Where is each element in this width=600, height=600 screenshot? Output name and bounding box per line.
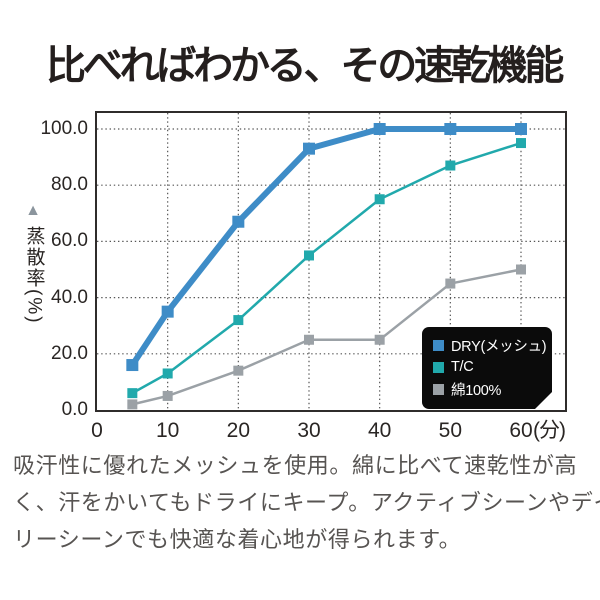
data-point-marker [516, 264, 526, 275]
data-point-marker [516, 138, 526, 149]
line-chart [97, 113, 565, 410]
data-point-marker [232, 215, 245, 228]
data-point-marker [374, 194, 385, 205]
x-tick-label: 20 [226, 419, 251, 442]
data-point-marker [127, 388, 138, 399]
x-tick-label: 60 [509, 419, 533, 442]
data-point-marker [445, 160, 456, 171]
data-point-marker [374, 334, 385, 345]
y-tick-label: 0.0 [61, 399, 88, 421]
data-point-marker [126, 359, 139, 372]
data-point-marker [303, 142, 315, 155]
legend-label: 綿100% [451, 382, 502, 399]
description-line: 吸汗性に優れたメッシュを使用。綿に比べて速乾性が高 [13, 453, 578, 478]
data-point-marker [304, 250, 314, 261]
data-point-marker [161, 305, 174, 318]
y-axis-label: 蒸散率(%) [23, 226, 45, 325]
data-point-marker [444, 123, 457, 135]
chart-legend: DRY(メッシュ) T/C 綿100% [422, 327, 552, 409]
data-point-marker [233, 315, 244, 326]
data-point-marker [233, 365, 244, 376]
legend-item: DRY(メッシュ) [433, 334, 546, 356]
legend-item: 綿100% [433, 378, 546, 400]
data-point-marker [304, 334, 314, 345]
triangle-up-icon: ▲ [25, 202, 41, 219]
description-line: く、汗をかいてもドライにキープ。アクティブシーンやデイ [13, 490, 600, 515]
x-tick-label: 40 [367, 419, 392, 442]
x-tick-label: 0 [91, 419, 103, 442]
page-title: 比べればわかる、その速乾機能 [46, 44, 564, 88]
data-point-marker [162, 390, 173, 401]
data-point-marker [445, 278, 456, 289]
x-tick-label: 30 [297, 419, 321, 442]
y-tick-label: 40.0 [51, 286, 88, 308]
legend-label: T/C [451, 359, 474, 375]
legend-item: T/C [433, 356, 546, 378]
x-tick-label: 10 [155, 419, 180, 442]
x-axis-unit: (分) [533, 419, 566, 442]
y-tick-label: 100.0 [40, 118, 88, 140]
y-tick-label: 60.0 [51, 230, 88, 252]
data-point-marker [127, 399, 138, 410]
y-axis-title: ▲ 蒸散率(%) [14, 203, 52, 325]
description-text: 吸汗性に優れたメッシュを使用。綿に比べて速乾性が高 く、汗をかいてもドライにキー… [13, 447, 600, 558]
legend-swatch [433, 340, 444, 351]
x-tick-label: 50 [438, 419, 463, 442]
legend-swatch [433, 384, 444, 395]
legend-swatch [433, 362, 444, 373]
data-point-marker [515, 123, 527, 135]
description-line: リーシーンでも快適な着心地が得られます。 [13, 527, 462, 552]
legend-label: DRY(メッシュ) [451, 338, 547, 355]
y-tick-label: 80.0 [51, 174, 88, 196]
data-point-marker [373, 123, 386, 135]
data-point-marker [162, 368, 173, 379]
y-tick-label: 20.0 [51, 342, 88, 364]
